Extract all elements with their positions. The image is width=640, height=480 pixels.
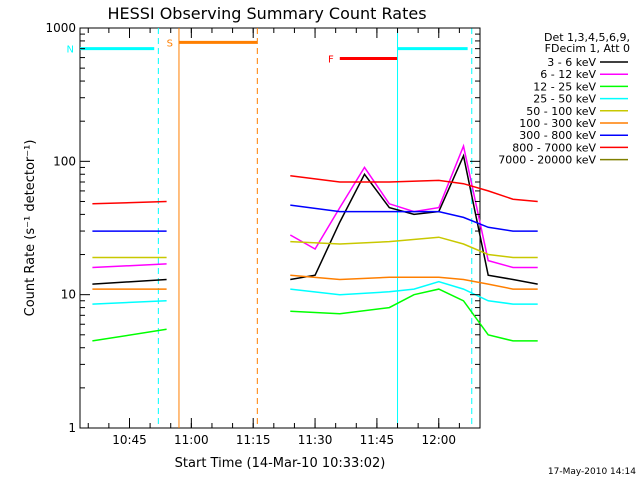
marker-label: S [167, 38, 173, 49]
marker-label: F [328, 55, 334, 66]
legend-label: 800 - 7000 keV [512, 141, 596, 154]
y-tick-label: 10 [61, 288, 76, 302]
x-tick-label: 10:45 [112, 433, 147, 447]
series-lines [92, 143, 538, 342]
x-tick-label: 11:15 [236, 433, 271, 447]
marker-label: N [67, 45, 74, 56]
legend-header-detectors: Det 1,3,4,5,6,9, [544, 31, 630, 44]
legend-label: 50 - 100 keV [526, 105, 596, 118]
y-tick-label: 1 [68, 421, 76, 435]
event-lines [157, 28, 473, 428]
legend-label: 25 - 50 keV [533, 93, 596, 106]
y-tick-label: 100 [53, 154, 76, 168]
series-line [290, 236, 538, 259]
x-tick-label: 12:00 [421, 433, 456, 447]
series-line [290, 174, 538, 203]
legend-label: 12 - 25 keV [533, 80, 596, 93]
timestamp: 17-May-2010 14:14 [548, 467, 636, 477]
plot-area: N S F 1 10 100 1000 10:45 11:00 11:15 11:30 11:45… [45, 21, 538, 447]
legend-label: 100 - 300 keV [519, 117, 596, 130]
chart-title: HESSI Observing Summary Count Rates [107, 4, 426, 23]
series-line [290, 204, 538, 232]
series-line [92, 328, 167, 342]
x-tick-label: 11:45 [360, 433, 395, 447]
plot-frame [79, 27, 481, 429]
legend-label: 3 - 6 keV [547, 56, 596, 69]
x-tick-label: 11:30 [298, 433, 333, 447]
series-line [92, 300, 167, 305]
series-line [290, 274, 538, 290]
x-tick-label: 11:00 [174, 433, 209, 447]
legend-label: 300 - 800 keV [519, 129, 596, 142]
series-line [290, 280, 538, 305]
series-line [92, 200, 167, 205]
series-line [92, 278, 167, 285]
legend-header-attenuator: FDecim 1, Att 0 [545, 42, 630, 55]
series-line [290, 288, 538, 342]
legend: Det 1,3,4,5,6,9, FDecim 1, Att 0 3 - 6 k… [498, 31, 630, 167]
series-line [290, 153, 538, 285]
x-axis-label: Start Time (14-Mar-10 10:33:02) [175, 456, 386, 471]
y-tick-label: 1000 [45, 21, 76, 35]
y-axis-label: Count Rate (s⁻¹ detector⁻¹) [23, 140, 38, 317]
y-axis-ticks: 1 10 100 1000 [45, 21, 480, 435]
observing-markers: N S F [67, 38, 468, 66]
series-line [92, 263, 167, 269]
legend-label: 6 - 12 keV [540, 68, 596, 81]
x-axis-ticks: 10:45 11:00 11:15 11:30 11:45 12:00 [87, 28, 481, 447]
legend-label: 7000 - 20000 keV [498, 154, 596, 167]
